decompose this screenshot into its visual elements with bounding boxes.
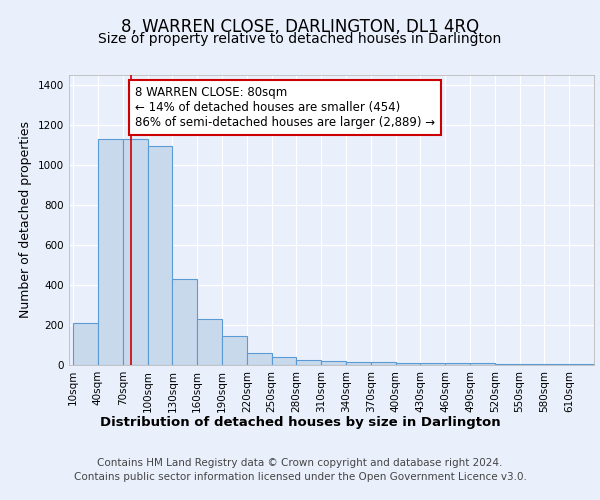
Bar <box>520 364 544 365</box>
Bar <box>321 361 346 365</box>
Text: 8, WARREN CLOSE, DARLINGTON, DL1 4RQ: 8, WARREN CLOSE, DARLINGTON, DL1 4RQ <box>121 18 479 36</box>
Text: Size of property relative to detached houses in Darlington: Size of property relative to detached ho… <box>98 32 502 46</box>
Bar <box>445 363 470 365</box>
Bar <box>421 363 445 365</box>
Bar <box>395 363 421 365</box>
Bar <box>272 357 296 365</box>
Bar <box>148 146 172 365</box>
Text: Contains HM Land Registry data © Crown copyright and database right 2024.: Contains HM Land Registry data © Crown c… <box>97 458 503 468</box>
Bar <box>470 363 495 365</box>
Text: Contains public sector information licensed under the Open Government Licence v3: Contains public sector information licen… <box>74 472 526 482</box>
Bar <box>172 279 197 365</box>
Bar <box>346 362 371 365</box>
Bar <box>197 319 222 365</box>
Bar <box>222 336 247 365</box>
Bar <box>73 323 98 365</box>
Bar <box>98 139 123 365</box>
Y-axis label: Number of detached properties: Number of detached properties <box>19 122 32 318</box>
Bar <box>296 360 321 365</box>
Bar <box>544 364 569 365</box>
Bar <box>247 353 272 365</box>
Text: Distribution of detached houses by size in Darlington: Distribution of detached houses by size … <box>100 416 500 429</box>
Bar <box>569 364 594 365</box>
Bar <box>123 139 148 365</box>
Bar <box>495 364 520 365</box>
Bar <box>371 362 395 365</box>
Text: 8 WARREN CLOSE: 80sqm
← 14% of detached houses are smaller (454)
86% of semi-det: 8 WARREN CLOSE: 80sqm ← 14% of detached … <box>135 86 435 129</box>
